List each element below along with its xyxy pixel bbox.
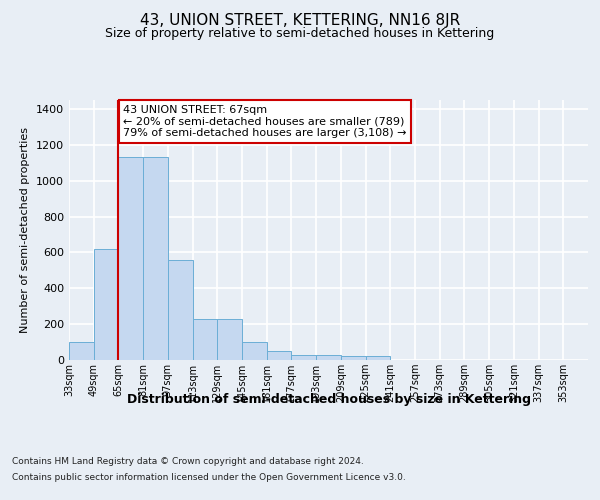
Text: Contains HM Land Registry data © Crown copyright and database right 2024.: Contains HM Land Registry data © Crown c… — [12, 458, 364, 466]
Bar — [316, 354, 341, 360]
Text: 43 UNION STREET: 67sqm
← 20% of semi-detached houses are smaller (789)
79% of se: 43 UNION STREET: 67sqm ← 20% of semi-det… — [123, 105, 407, 138]
Bar — [365, 356, 390, 360]
Bar — [69, 342, 94, 360]
Bar — [94, 249, 118, 360]
Text: 43, UNION STREET, KETTERING, NN16 8JR: 43, UNION STREET, KETTERING, NN16 8JR — [140, 12, 460, 28]
Text: Distribution of semi-detached houses by size in Kettering: Distribution of semi-detached houses by … — [127, 392, 531, 406]
Text: Size of property relative to semi-detached houses in Kettering: Size of property relative to semi-detach… — [106, 28, 494, 40]
Bar — [242, 342, 267, 360]
Bar — [143, 158, 168, 360]
Text: Contains public sector information licensed under the Open Government Licence v3: Contains public sector information licen… — [12, 472, 406, 482]
Y-axis label: Number of semi-detached properties: Number of semi-detached properties — [20, 127, 31, 333]
Bar — [217, 319, 242, 360]
Bar — [267, 351, 292, 360]
Bar — [118, 158, 143, 360]
Bar — [193, 319, 217, 360]
Bar — [341, 356, 365, 360]
Bar — [168, 260, 193, 360]
Bar — [292, 354, 316, 360]
